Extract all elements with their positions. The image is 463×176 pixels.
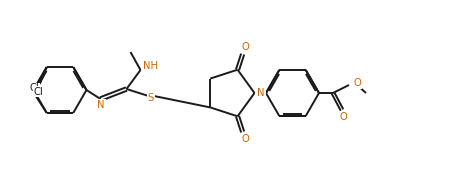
Text: O: O [240,134,248,144]
Text: N: N [97,99,105,109]
Text: Cl: Cl [34,87,44,97]
Text: Cl: Cl [30,83,39,93]
Text: N: N [257,88,264,98]
Text: O: O [338,112,346,122]
Text: O: O [240,42,248,52]
Text: S: S [148,93,154,103]
Text: NH: NH [143,61,158,71]
Text: O: O [352,78,360,89]
